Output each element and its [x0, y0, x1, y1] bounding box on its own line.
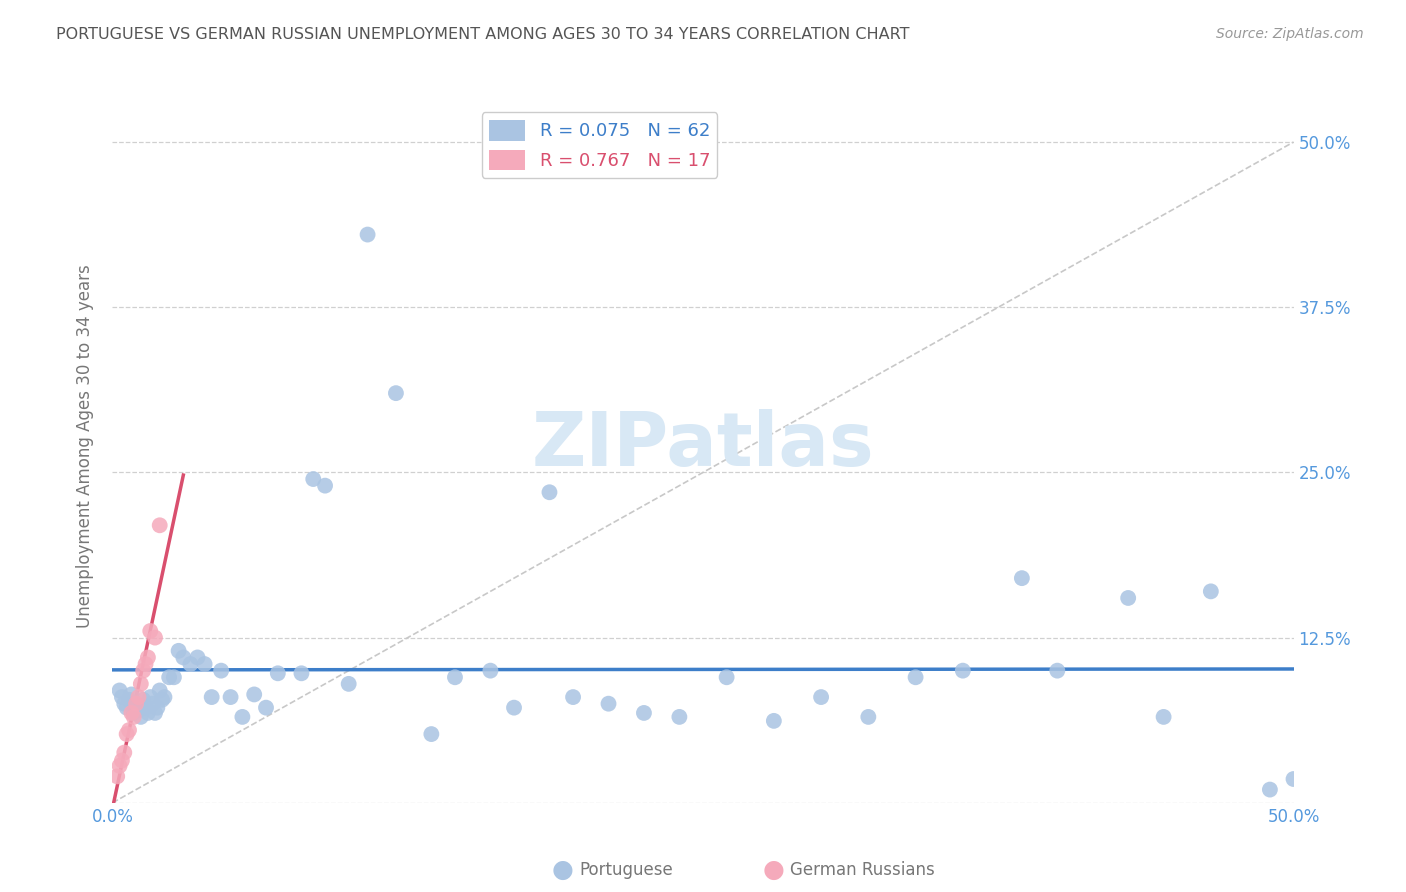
- Text: German Russians: German Russians: [790, 861, 935, 879]
- Point: [420, 727, 443, 741]
- Point: [118, 723, 141, 738]
- Point: [356, 227, 378, 242]
- Point: [149, 683, 172, 698]
- Point: [290, 666, 312, 681]
- Point: [132, 692, 155, 706]
- Point: [125, 697, 148, 711]
- Y-axis label: Unemployment Among Ages 30 to 34 years: Unemployment Among Ages 30 to 34 years: [76, 264, 94, 628]
- Point: [142, 697, 165, 711]
- Text: ●: ●: [551, 858, 574, 881]
- Point: [120, 688, 142, 702]
- Point: [120, 706, 142, 720]
- Point: [167, 644, 190, 658]
- Point: [385, 386, 408, 401]
- Legend: R = 0.075   N = 62, R = 0.767   N = 17: R = 0.075 N = 62, R = 0.767 N = 17: [482, 112, 717, 178]
- Point: [112, 697, 135, 711]
- Point: [143, 631, 166, 645]
- Point: [716, 670, 738, 684]
- Point: [122, 710, 145, 724]
- Point: [127, 703, 149, 717]
- Point: [1116, 591, 1139, 605]
- Point: [243, 688, 266, 702]
- Point: [1258, 782, 1281, 797]
- Point: [135, 700, 157, 714]
- Point: [1153, 710, 1175, 724]
- Point: [479, 664, 502, 678]
- Point: [111, 754, 134, 768]
- Point: [146, 700, 169, 714]
- Point: [136, 650, 159, 665]
- Point: [108, 759, 131, 773]
- Text: Source: ZipAtlas.com: Source: ZipAtlas.com: [1216, 27, 1364, 41]
- Point: [139, 624, 162, 638]
- Point: [633, 706, 655, 720]
- Point: [135, 657, 157, 671]
- Point: [105, 769, 128, 783]
- Point: [810, 690, 832, 704]
- Point: [111, 690, 134, 704]
- Point: [1199, 584, 1222, 599]
- Point: [194, 657, 217, 671]
- Point: [136, 706, 159, 720]
- Point: [668, 710, 690, 724]
- Point: [762, 714, 785, 728]
- Point: [952, 664, 974, 678]
- Point: [179, 657, 201, 671]
- Point: [209, 664, 232, 678]
- Point: [254, 700, 277, 714]
- Point: [172, 650, 194, 665]
- Point: [201, 690, 224, 704]
- Point: [1282, 772, 1305, 786]
- Point: [444, 670, 467, 684]
- Point: [149, 518, 172, 533]
- Point: [150, 692, 173, 706]
- Point: [118, 692, 141, 706]
- Text: ZIPatlas: ZIPatlas: [531, 409, 875, 483]
- Point: [153, 690, 176, 704]
- Point: [904, 670, 927, 684]
- Point: [858, 710, 880, 724]
- Point: [1046, 664, 1069, 678]
- Point: [219, 690, 242, 704]
- Point: [115, 727, 138, 741]
- Point: [163, 670, 186, 684]
- Text: PORTUGUESE VS GERMAN RUSSIAN UNEMPLOYMENT AMONG AGES 30 TO 34 YEARS CORRELATION : PORTUGUESE VS GERMAN RUSSIAN UNEMPLOYMEN…: [56, 27, 910, 42]
- Point: [562, 690, 585, 704]
- Text: ●: ●: [762, 858, 785, 881]
- Point: [538, 485, 561, 500]
- Point: [231, 710, 253, 724]
- Point: [129, 677, 152, 691]
- Point: [112, 746, 135, 760]
- Point: [132, 664, 155, 678]
- Point: [1011, 571, 1033, 585]
- Point: [125, 697, 148, 711]
- Point: [127, 690, 149, 704]
- Point: [129, 710, 152, 724]
- Point: [503, 700, 526, 714]
- Point: [139, 690, 162, 704]
- Point: [314, 478, 336, 492]
- Point: [108, 683, 131, 698]
- Point: [302, 472, 325, 486]
- Point: [598, 697, 620, 711]
- Point: [337, 677, 360, 691]
- Point: [157, 670, 180, 684]
- Point: [122, 706, 145, 720]
- Point: [186, 650, 208, 665]
- Text: Portuguese: Portuguese: [579, 861, 673, 879]
- Point: [267, 666, 290, 681]
- Point: [115, 700, 138, 714]
- Point: [143, 706, 166, 720]
